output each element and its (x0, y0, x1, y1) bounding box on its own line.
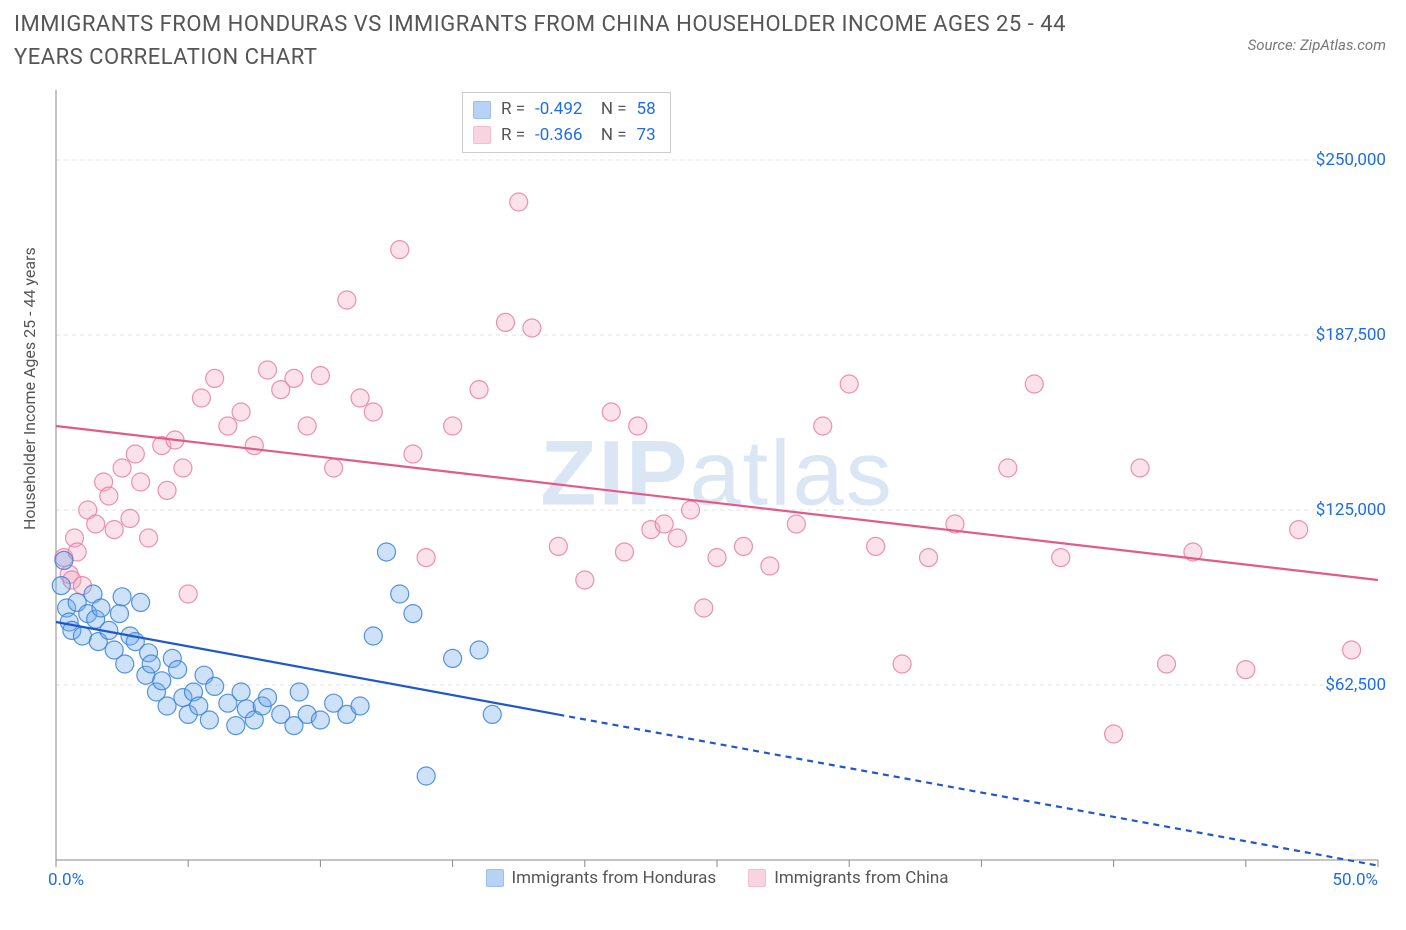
legend-n-value: 73 (637, 123, 656, 149)
legend-swatch (473, 126, 491, 144)
legend-r-value: -0.366 (535, 123, 582, 149)
legend-stat-row: R = -0.492 N = 58 (473, 97, 656, 123)
legend-n-label: N = (592, 123, 626, 149)
legend-swatch (473, 101, 491, 119)
y-axis-label: Householder Income Ages 25 - 44 years (20, 247, 39, 530)
y-tick-label: $62,500 (1325, 675, 1386, 695)
legend-r-label: R = (501, 123, 525, 149)
source-label: Source: ZipAtlas.com (1248, 36, 1386, 54)
scatter-plot (42, 90, 1392, 890)
y-tick-label: $187,500 (1316, 325, 1386, 345)
y-tick-label: $250,000 (1316, 150, 1386, 170)
y-tick-label: $125,000 (1316, 500, 1386, 520)
legend-n-label: N = (592, 97, 626, 123)
chart-container: Householder Income Ages 25 - 44 years ZI… (42, 90, 1392, 890)
legend-r-label: R = (501, 97, 525, 123)
legend-r-value: -0.492 (535, 97, 582, 123)
chart-title: IMMIGRANTS FROM HONDURAS VS IMMIGRANTS F… (14, 8, 1114, 74)
legend-stat-row: R = -0.366 N = 73 (473, 123, 656, 149)
legend-n-value: 58 (637, 97, 656, 123)
legend-stats: R = -0.492 N = 58R = -0.366 N = 73 (462, 92, 671, 153)
